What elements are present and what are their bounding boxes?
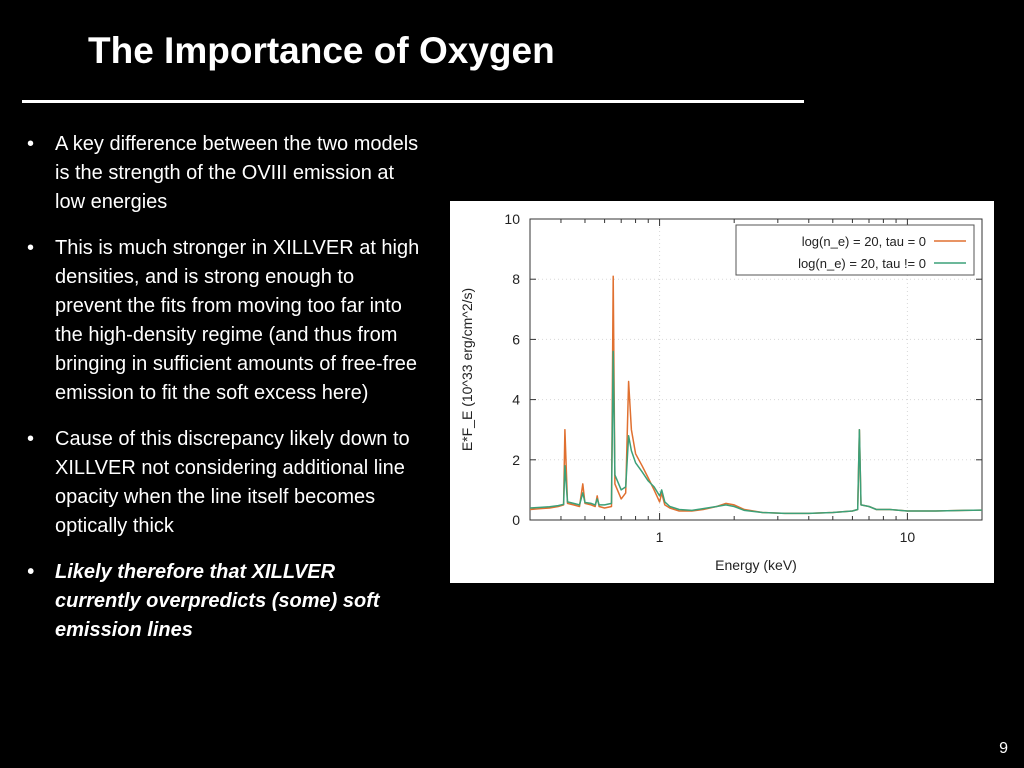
bullet-list: • A key difference between the two model…: [22, 130, 422, 662]
plot-frame: [529, 218, 983, 521]
bullet-text: Cause of this discrepancy likely down to…: [55, 428, 410, 537]
chart-svg: 0 2 4 6 8 10 1 10 Energy (keV) E*F_E (10^33 erg/c…: [459, 211, 983, 573]
bullet-dot: •: [27, 428, 35, 450]
series-line-1: [529, 350, 983, 515]
bullet-text: Likely therefore that XILLVER currently …: [55, 561, 380, 641]
bullet-dot: •: [27, 133, 35, 155]
bullet-item: • This is much stronger in XILLVER at hi…: [22, 234, 422, 408]
legend: log(n_e) = 20, tau = 0 log(n_e) = 20, tau…: [735, 224, 975, 276]
title-underline: [22, 100, 804, 103]
y-tick-label: 0: [512, 512, 520, 528]
bullet-dot: •: [27, 237, 35, 259]
y-axis-label: E*F_E (10^33 erg/cm^2/s): [459, 288, 475, 451]
legend-label: log(n_e) = 20, tau = 0: [802, 234, 926, 249]
bullet-text: A key difference between the two models …: [55, 133, 419, 213]
y-tick-label: 10: [504, 211, 520, 227]
slide-title: The Importance of Oxygen: [88, 30, 555, 71]
y-tick-label: 8: [512, 271, 520, 287]
bullet-dot: •: [27, 561, 35, 583]
legend-label: log(n_e) = 20, tau != 0: [798, 256, 926, 271]
spectrum-chart: 0 2 4 6 8 10 1 10 Energy (keV) E*F_E (10^33 erg/c…: [450, 201, 994, 583]
x-tick-label: 10: [900, 529, 916, 545]
y-tick-label: 4: [512, 392, 520, 408]
x-tick-label: 1: [656, 529, 664, 545]
bullet-item: • Cause of this discrepancy likely down …: [22, 425, 422, 541]
bullet-item: • A key difference between the two model…: [22, 130, 422, 217]
legend-box: [735, 224, 975, 276]
bullet-item-emphasis: • Likely therefore that XILLVER currentl…: [22, 558, 422, 645]
x-axis-label: Energy (keV): [715, 557, 797, 573]
bullet-text: This is much stronger in XILLVER at high…: [55, 237, 420, 404]
page-number: 9: [999, 740, 1008, 757]
series-line-0: [529, 275, 983, 515]
y-tick-label: 2: [512, 452, 520, 468]
y-tick-label: 6: [512, 331, 520, 347]
